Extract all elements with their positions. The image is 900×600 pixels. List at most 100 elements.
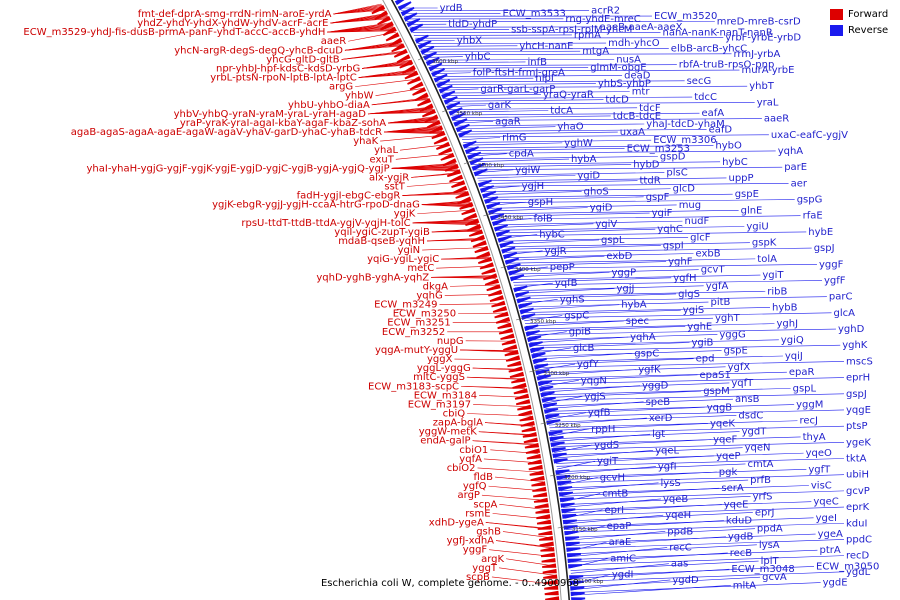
reverse-connector: [554, 444, 593, 453]
forward-gene-label-yhbw: yhbW: [345, 91, 374, 102]
reverse-connector: [548, 415, 737, 423]
reverse-gene-label-hybd: hybD: [633, 160, 660, 171]
forward-gene-block: [534, 503, 549, 509]
legend-forward-label: Forward: [848, 8, 889, 20]
reverse-gene-block: [552, 452, 567, 459]
forward-gene-block: [508, 366, 523, 373]
reverse-connector: [566, 522, 845, 533]
forward-gene-block: [401, 65, 416, 74]
forward-gene-label-ecw-m3249: ECW_m3249: [374, 300, 437, 311]
forward-gene-label-cbio1: cbiO1: [459, 445, 488, 456]
reverse-connector: [569, 547, 668, 558]
forward-connector: [344, 45, 404, 51]
reverse-gene-label-nlpi: nlpI: [535, 73, 553, 84]
reverse-gene-block: [477, 179, 492, 188]
forward-gene-block: [497, 322, 512, 330]
reverse-gene-block: [436, 79, 451, 88]
reverse-connector: [535, 358, 694, 366]
forward-gene-block: [540, 552, 556, 558]
reverse-gene-block: [564, 530, 579, 536]
reverse-gene-label-lgt: lgt: [652, 429, 665, 440]
forward-gene-block: [453, 185, 468, 194]
reverse-gene-block: [428, 62, 443, 72]
tick-label: 3500 kbp: [478, 163, 504, 169]
forward-gene-block: [533, 492, 548, 498]
forward-gene-block: [498, 327, 514, 335]
reverse-gene-block: [550, 441, 565, 448]
reverse-connector: [490, 210, 739, 215]
forward-gene-label-yhbu-yhbo-diaa: yhbU-yhbO-diaA: [288, 100, 370, 111]
reverse-gene-block: [549, 435, 564, 442]
reverse-connector: [480, 183, 789, 187]
reverse-connector: [556, 460, 596, 470]
forward-gene-block: [385, 32, 400, 42]
reverse-gene-label-ygfk: ygfK: [638, 365, 661, 376]
forward-gene-label-ygfj-xdha: ygfJ-xdhA: [447, 536, 495, 547]
forward-gene-block: [520, 421, 535, 427]
reverse-connector: [536, 361, 845, 368]
forward-connector: [395, 153, 452, 160]
reverse-gene-block: [455, 123, 470, 133]
reverse-connector: [469, 156, 658, 160]
reverse-gene-label-ppdc: ppdC: [846, 534, 872, 545]
reverse-gene-block: [546, 419, 561, 425]
forward-connector: [367, 112, 435, 115]
reverse-gene-label-nusa: nusA: [616, 54, 641, 65]
reverse-gene-label-ygis: ygiS: [683, 305, 704, 316]
reverse-connector: [505, 253, 694, 259]
forward-connector: [478, 431, 536, 436]
reverse-connector: [552, 433, 651, 442]
reverse-gene-block: [562, 519, 577, 525]
reverse-gene-block: [536, 374, 551, 381]
reverse-gene-label-ppda: ppdA: [757, 524, 783, 535]
reverse-connector: [522, 309, 681, 316]
forward-gene-label-aaer: aaeR: [321, 36, 346, 47]
reverse-connector: [513, 277, 672, 283]
reverse-gene-label-pgk: pgk: [719, 467, 738, 478]
reverse-gene-block: [561, 508, 576, 514]
reverse-gene-block: [486, 201, 501, 210]
forward-gene-block: [436, 141, 451, 150]
reverse-connector: [524, 315, 563, 322]
forward-gene-block: [419, 103, 434, 112]
tick-label: 3550 kbp: [456, 111, 482, 117]
reverse-connector: [426, 58, 615, 61]
reverse-gene-block: [568, 564, 583, 569]
reverse-connector: [439, 85, 748, 88]
forward-connector: [460, 349, 517, 353]
forward-gene-label-zapa-bgla: zapA-bglA: [433, 418, 483, 429]
reverse-gene-block: [473, 168, 488, 177]
reverse-gene-label-glca: glcA: [834, 308, 856, 319]
reverse-gene-label-ygjj: ygjJ: [617, 284, 635, 295]
reverse-gene-label-acrr2: acrR2: [591, 6, 620, 17]
reverse-connector: [508, 261, 667, 267]
reverse-connector: [496, 226, 745, 231]
reverse-gene-block: [441, 90, 456, 99]
reverse-connector: [560, 482, 659, 492]
reverse-gene-label-hyba: hybA: [571, 154, 597, 165]
reverse-gene-label-ygiv: ygiV: [595, 219, 617, 230]
reverse-connector: [517, 290, 766, 297]
reverse-gene-label-yggd: yggD: [642, 381, 669, 392]
forward-gene-block: [519, 415, 534, 422]
reverse-connector: [560, 479, 749, 489]
reverse-gene-block: [502, 252, 518, 260]
forward-gene-block: [478, 256, 493, 264]
reverse-connector: [422, 50, 581, 53]
forward-gene-label-xdhd-ygea: xdhD-ygeA: [429, 517, 484, 528]
forward-gene-block: [543, 579, 558, 585]
forward-gene-label-rpsu-ttdt-ttdb-ttda-ygjv-yqjh-tolc: rpsU-ttdT-ttdB-ttdA-ygjV-yqjH-tolC: [241, 218, 410, 229]
forward-gene-block: [457, 196, 472, 205]
reverse-gene-block: [540, 391, 555, 398]
reverse-gene-block: [532, 357, 547, 365]
reverse-gene-label-ptsp: ptsP: [846, 421, 868, 432]
reverse-gene-block: [501, 246, 516, 254]
reverse-gene-block: [534, 363, 549, 370]
reverse-connector: [559, 474, 845, 484]
reverse-gene-label-yqgb: yqgB: [707, 402, 733, 413]
tick-label: 3200 kbp: [564, 475, 590, 481]
reverse-connector: [512, 274, 761, 280]
reverse-swatch: [830, 24, 843, 36]
reverse-gene-label-mlta: mltA: [733, 580, 756, 591]
reverse-gene-label-aaer: aaeR: [764, 114, 789, 125]
